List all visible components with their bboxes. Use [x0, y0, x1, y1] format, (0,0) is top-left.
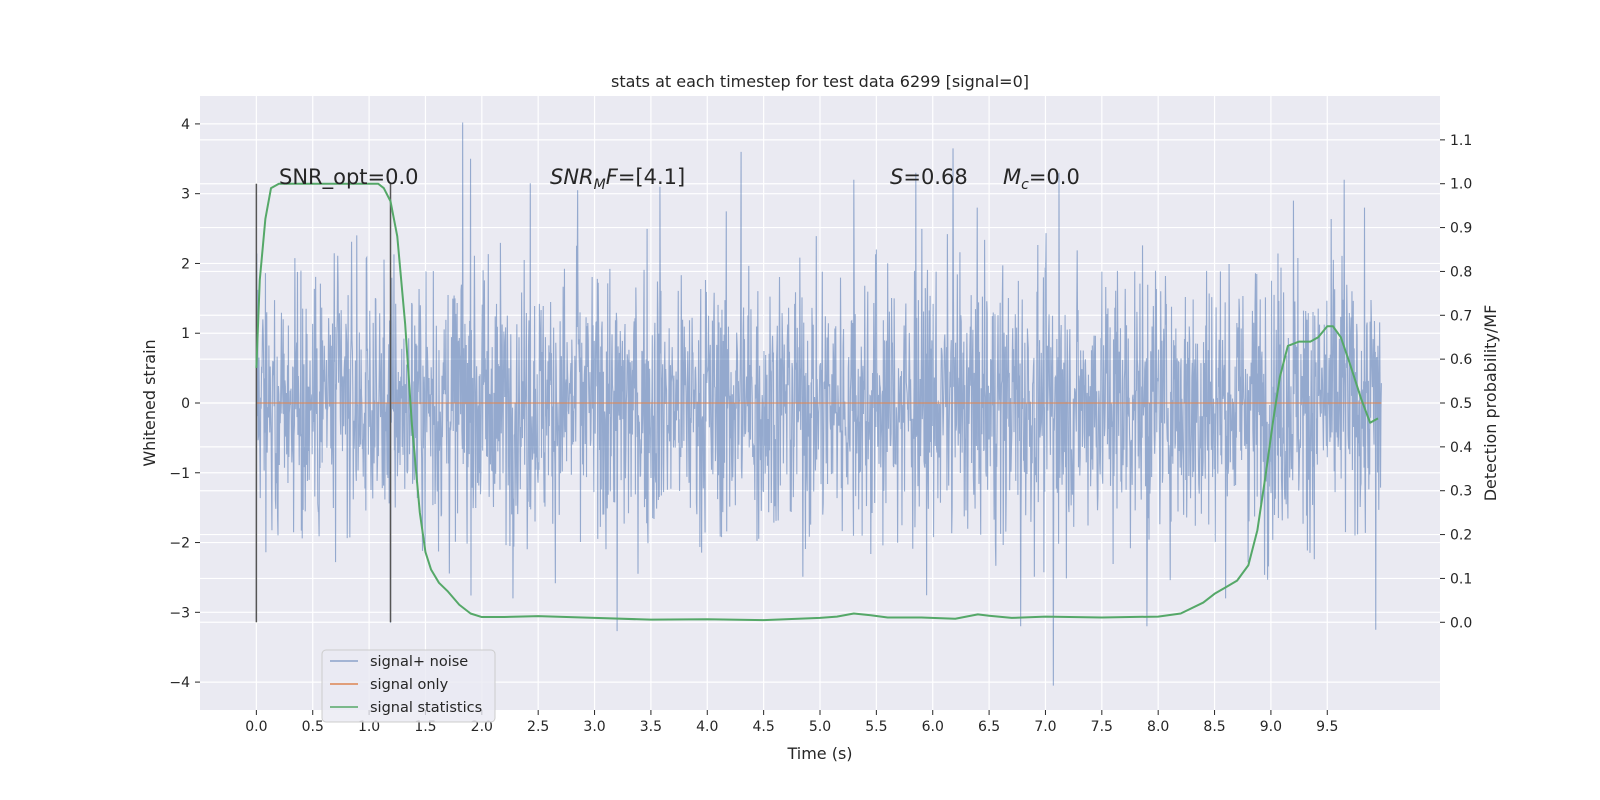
x-tick-label: 2.0 [471, 719, 493, 735]
y-left-tick-label: −3 [169, 605, 190, 621]
x-axis-label: Time (s) [786, 744, 852, 763]
legend-label-signal-noise: signal+ noise [370, 654, 468, 670]
x-tick-label: 8.5 [1203, 719, 1225, 735]
x-tick-label: 5.5 [865, 719, 887, 735]
y-left-tick-label: −2 [169, 536, 190, 552]
x-tick-label: 6.5 [978, 719, 1000, 735]
y-right-tick-label: 0.6 [1450, 352, 1472, 368]
snr-mf-label: SNR [550, 165, 594, 189]
y-right-tick-label: 0.1 [1450, 571, 1472, 587]
y-left-axis-ticks: 4 3 2 1 0 −1 −2 −3 −4 [169, 117, 200, 691]
legend-box [321, 649, 496, 723]
y-right-axis-ticks: 1.1 1.0 0.9 0.8 0.7 0.6 0.5 0.4 0.3 0.2 0.1 0.0 [1440, 133, 1472, 631]
y-right-tick-label: 0.3 [1450, 484, 1472, 500]
x-tick-label: 7.5 [1091, 719, 1113, 735]
y-right-tick-label: 0.0 [1450, 615, 1472, 631]
annotation-snr-opt: SNR_opt=0.0 [279, 165, 419, 190]
legend: signal+ noise signal only signal statist… [321, 649, 496, 723]
mc-label: M [1003, 165, 1021, 189]
y-left-axis-label: Whitened strain [140, 339, 159, 466]
y-left-tick-label: 0 [181, 396, 190, 412]
x-tick-label: 3.0 [583, 719, 605, 735]
series-signal-statistics [255, 182, 1379, 622]
y-right-tick-label: 0.7 [1450, 308, 1472, 324]
signal-statistics-line [255, 182, 1379, 622]
y-right-tick-label: 0.2 [1450, 528, 1472, 544]
annotation-s: S=0.68 [890, 165, 968, 189]
x-tick-label: 7.0 [1034, 719, 1056, 735]
y-left-tick-label: 3 [181, 187, 190, 203]
y-right-tick-label: 0.8 [1450, 264, 1472, 280]
x-tick-label: 9.5 [1316, 719, 1338, 735]
chart-title: stats at each timestep for test data 629… [611, 72, 1029, 91]
snr-mf-tail: F [606, 165, 619, 189]
snr-mf-subscript: M [594, 177, 606, 193]
x-tick-label: 4.0 [696, 719, 718, 735]
x-tick-label: 5.0 [809, 719, 831, 735]
x-tick-label: 1.0 [358, 719, 380, 735]
y-right-tick-label: 1.1 [1450, 133, 1472, 149]
y-right-axis-label: Detection probability/MF [1481, 305, 1500, 502]
y-right-tick-label: 0.5 [1450, 396, 1472, 412]
x-tick-label: 6.0 [922, 719, 944, 735]
snr-mf-value: =[4.1] [618, 165, 685, 189]
y-left-tick-label: −1 [169, 466, 190, 482]
legend-label-signal-only: signal only [370, 677, 449, 693]
y-left-tick-label: 1 [181, 326, 190, 342]
x-tick-label: 0.5 [302, 719, 324, 735]
x-tick-label: 9.0 [1260, 719, 1282, 735]
event-markers [255, 183, 392, 623]
mc-value: =0.0 [1029, 165, 1080, 189]
x-tick-label: 0.0 [245, 719, 267, 735]
s-label: S [890, 165, 903, 189]
y-right-tick-label: 1.0 [1450, 177, 1472, 193]
y-left-tick-label: 4 [181, 117, 190, 133]
annotation-mc: Mc=0.0 [1003, 165, 1080, 193]
x-tick-label: 2.5 [527, 719, 549, 735]
signal-noise-line [255, 122, 1382, 686]
x-axis-ticks: 0.0 0.5 1.0 1.5 2.0 2.5 3.0 3.5 4.0 4.5 5.0 5.5 6.0 6… [245, 710, 1338, 735]
x-tick-label: 4.5 [753, 719, 775, 735]
annotation-snr-mf: SNRMF=[4.1] [550, 165, 685, 193]
x-tick-label: 3.5 [640, 719, 662, 735]
s-value: =0.68 [903, 165, 967, 189]
x-tick-label: 1.5 [414, 719, 436, 735]
y-right-tick-label: 0.9 [1450, 221, 1472, 237]
legend-label-signal-statistics: signal statistics [370, 700, 482, 716]
y-right-tick-label: 0.4 [1450, 440, 1472, 456]
x-tick-label: 8.0 [1147, 719, 1169, 735]
y-left-tick-label: 2 [181, 256, 190, 272]
mc-subscript: c [1021, 177, 1029, 193]
series-signal-noise [255, 122, 1382, 686]
y-left-tick-label: −4 [169, 675, 190, 691]
